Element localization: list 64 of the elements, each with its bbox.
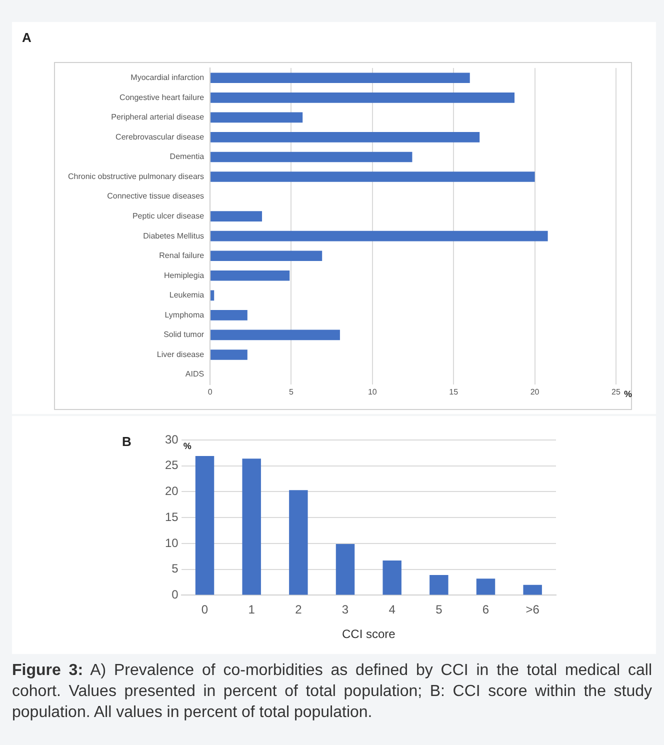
- x-tick-label: 4: [388, 602, 396, 617]
- y-tick-label: AIDS: [185, 370, 204, 379]
- bar: [210, 310, 248, 320]
- bar: [210, 270, 290, 281]
- bar: [242, 458, 261, 595]
- bar: [210, 290, 214, 301]
- bar: [210, 350, 248, 360]
- text: A: [22, 30, 32, 46]
- x-tick-label: 6: [482, 602, 490, 617]
- bar: [210, 112, 303, 123]
- bar: [523, 584, 542, 595]
- y-tick-label: Diabetes Mellitus: [143, 231, 204, 240]
- bar: [210, 211, 262, 222]
- bar: [430, 575, 448, 595]
- y-tick-label: 30: [164, 432, 179, 446]
- x-tick-label: 5: [436, 602, 443, 617]
- x-tick-label: 2: [295, 602, 302, 617]
- y-tick-label: Lymphoma: [164, 310, 205, 320]
- x-tick-label: 5: [289, 387, 294, 396]
- x-tick-label: 3: [342, 602, 349, 617]
- bar: [476, 578, 496, 595]
- y-tick-label: 20: [164, 484, 179, 498]
- y-tick-label: Hemiplegia: [164, 270, 205, 280]
- bar: [210, 330, 340, 340]
- y-tick-label: 0: [172, 588, 179, 602]
- y-tick-label: Renal failure: [159, 251, 205, 260]
- y-tick-label: Cerebrovascular disease: [116, 132, 205, 142]
- bar: [210, 132, 480, 142]
- y-tick-label: 10: [164, 536, 179, 550]
- x-tick-label: >6: [526, 602, 540, 617]
- bar: [210, 72, 470, 84]
- bar: [336, 544, 355, 595]
- y-axis-title: %: [183, 440, 192, 451]
- bar: [210, 172, 535, 182]
- bar: [382, 560, 402, 595]
- y-tick-label: 5: [172, 562, 179, 576]
- bar: [210, 230, 548, 242]
- x-tick-label: 15: [449, 387, 459, 396]
- y-tick-label: Dementia: [170, 152, 205, 162]
- y-tick-label: Congestive heart failure: [120, 92, 205, 102]
- y-tick-label: Chronic obstructive pulmonary disears: [68, 172, 204, 181]
- x-tick-label: 0: [208, 387, 213, 396]
- y-tick-label: 15: [164, 510, 179, 524]
- y-tick-label: Peripheral arterial disease: [111, 112, 205, 122]
- y-tick-label: Myocardial infarction: [130, 73, 204, 82]
- y-tick-label: Peptic ulcer disease: [132, 212, 205, 221]
- bar: [210, 152, 412, 162]
- chart-title: B: [122, 434, 132, 450]
- y-tick-label: Liver disease: [156, 350, 205, 359]
- y-tick-label: Leukemia: [169, 290, 205, 300]
- y-tick-label: Connective tissue diseases: [107, 192, 204, 201]
- caption: Figure 3: A) Prevalence of co-morbidities as defined by CCI in the total medical call cohort. Values presented in percent of total population; B: CCI score within the study population. All values in percent of total population.: [12, 662, 652, 721]
- bar: [210, 250, 322, 262]
- x-axis-title: CCI score: [342, 627, 396, 642]
- bar: [210, 92, 515, 103]
- x-tick-label: 20: [530, 387, 540, 396]
- x-tick-label: 10: [368, 387, 378, 396]
- y-tick-label: Solid tumor: [164, 330, 204, 340]
- x-tick-label: 25: [612, 387, 621, 396]
- y-tick-label: 25: [164, 458, 179, 472]
- bar: [289, 490, 308, 595]
- bar: [195, 456, 214, 595]
- x-axis-title: %: [624, 388, 632, 399]
- x-tick-label: 1: [248, 602, 256, 617]
